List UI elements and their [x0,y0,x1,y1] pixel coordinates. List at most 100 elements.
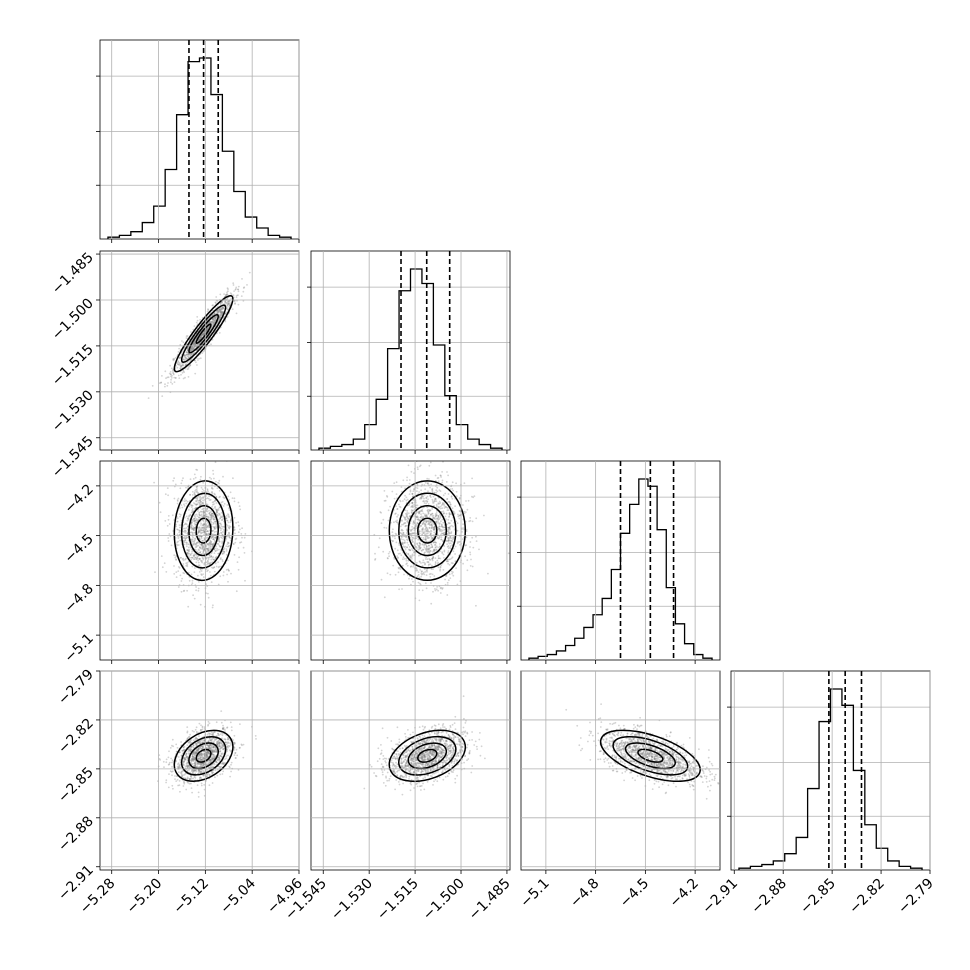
scatter-point [187,353,190,355]
scatter-point [437,589,439,592]
scatter-point [437,561,439,564]
scatter-point [170,375,172,378]
scatter-point [219,309,222,312]
scatter-point [164,493,167,496]
scatter-point [194,765,197,767]
scatter-point [432,568,434,570]
scatter-point [431,524,433,527]
scatter-point [436,490,439,493]
scatter-point [213,531,216,533]
scatter-point [179,556,182,559]
scatter-point [222,537,225,540]
scatter-point [404,541,406,544]
scatter-point [212,501,215,503]
scatter-point [213,316,216,319]
scatter-point [438,585,441,588]
scatter-point [417,518,420,521]
scatter-point [447,493,450,495]
scatter-point [420,549,423,552]
scatter-point [211,535,214,538]
scatter-point [226,748,229,751]
scatter-point [209,541,211,544]
scatter-point [415,569,417,572]
scatter-point [202,551,205,554]
scatter-point [202,557,205,560]
scatter-point [164,383,166,386]
scatter-point [200,543,203,546]
scatter-point [160,555,163,557]
scatter-point [421,523,424,525]
scatter-point [176,746,179,749]
scatter-point [427,561,430,563]
scatter-point [437,557,440,560]
scatter-point [465,530,468,533]
scatter-point [417,571,420,574]
scatter-point [425,497,428,499]
scatter-point [184,530,186,532]
scatter-point [214,776,216,779]
scatter-point [208,511,211,514]
scatter-point [184,522,187,525]
scatter-point [428,558,431,561]
scatter-point [181,558,184,561]
scatter-point [419,524,422,527]
scatter-point [221,518,224,521]
scatter-point [405,528,408,531]
scatter-point [233,747,236,749]
scatter-point [419,464,422,467]
scatter-point [167,756,170,759]
scatter-point [213,526,216,529]
scatter-point [235,294,238,297]
scatter-point [183,541,186,544]
scatter-point [430,523,432,526]
scatter-point [424,514,427,517]
scatter-point [436,559,439,562]
scatter-point [183,745,186,748]
scatter-point [427,498,429,501]
scatter-point [433,541,436,544]
scatter-point [429,524,431,527]
scatter-point [206,503,209,506]
scatter-point [422,571,425,574]
scatter-point [222,574,225,577]
scatter-point [237,547,240,549]
scatter-point [184,354,187,357]
scatter-point [405,496,408,499]
scatter-point [190,760,193,763]
scatter-point [462,523,464,526]
scatter-point [195,586,198,588]
scatter-point [219,558,222,561]
scatter-point [425,556,428,559]
scatter-point [462,562,464,565]
scatter-point [408,577,410,580]
scatter-point [190,573,193,576]
scatter-point [217,311,220,314]
scatter-point [440,536,443,539]
scatter-point [210,521,213,524]
scatter-point [438,527,440,530]
scatter-point [450,531,453,533]
scatter-point [202,332,205,335]
scatter-point [418,491,420,493]
scatter-point [437,515,440,517]
scatter-point [431,525,433,528]
scatter-point [246,284,248,286]
scatter-point [209,759,211,762]
scatter-point [205,520,208,523]
scatter-point [197,339,200,341]
scatter-point [416,543,419,546]
scatter-point [419,547,421,550]
scatter-point [449,536,452,539]
scatter-point [413,527,415,530]
scatter-point [402,564,404,567]
scatter-point [213,313,216,315]
scatter-point [196,737,199,740]
scatter-point [175,760,178,763]
scatter-point [227,541,229,544]
scatter-point [210,491,213,494]
scatter-point [196,343,198,346]
scatter-point [221,540,224,543]
scatter-point [233,742,236,744]
scatter-point [199,742,202,744]
scatter-point [221,745,224,748]
